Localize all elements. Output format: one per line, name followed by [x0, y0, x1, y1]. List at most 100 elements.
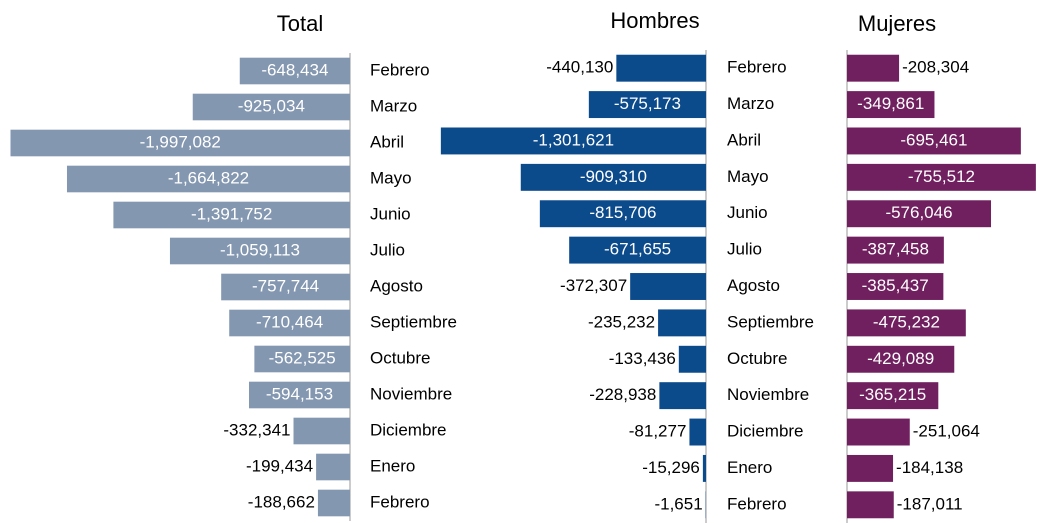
category-label: Septiembre — [370, 312, 457, 331]
bar — [847, 91, 935, 119]
bar — [221, 273, 350, 301]
value-label: -695,461 — [900, 130, 967, 149]
value-label: -387,458 — [862, 240, 929, 259]
category-label: Febrero — [370, 60, 430, 79]
value-label: -199,434 — [246, 456, 313, 475]
bar — [659, 382, 706, 410]
value-label: -385,437 — [862, 276, 929, 295]
category-label: Diciembre — [727, 422, 804, 441]
category-label: Noviembre — [727, 385, 809, 404]
bar — [847, 454, 894, 482]
bar — [192, 93, 350, 121]
bar — [847, 418, 910, 446]
category-label: Junio — [370, 204, 411, 223]
panel-title: Mujeres — [858, 11, 936, 36]
bar — [248, 381, 350, 409]
bar — [847, 491, 894, 519]
value-label: -429,089 — [867, 349, 934, 368]
bar — [616, 54, 706, 82]
value-label: -575,173 — [614, 94, 681, 113]
bar — [569, 236, 706, 264]
panel-title: Hombres — [610, 8, 699, 33]
bar — [702, 454, 706, 482]
bar — [113, 201, 350, 229]
category-label: Julio — [370, 240, 405, 259]
bar — [169, 237, 350, 265]
bar — [239, 57, 350, 85]
value-label: -251,064 — [913, 422, 980, 441]
category-label: Marzo — [727, 94, 774, 113]
category-label: Enero — [727, 458, 772, 477]
value-label: -909,310 — [580, 167, 647, 186]
bar — [66, 165, 351, 193]
value-label: -710,464 — [256, 312, 323, 331]
value-label: -187,011 — [897, 494, 963, 513]
bar — [588, 91, 706, 119]
category-label: Febrero — [370, 492, 430, 511]
category-label: Octubre — [370, 348, 430, 367]
value-label: -925,034 — [238, 96, 305, 115]
category-label: Marzo — [370, 96, 417, 115]
bar — [847, 236, 944, 264]
category-label: Abril — [727, 130, 761, 149]
value-label: -1,391,752 — [191, 204, 272, 223]
value-label: -372,307 — [560, 276, 627, 295]
value-label: -1,059,113 — [220, 240, 300, 259]
value-label: -332,341 — [223, 420, 290, 439]
category-label: Abril — [370, 132, 404, 151]
value-label: -671,655 — [604, 240, 671, 259]
value-label: -365,215 — [859, 385, 926, 404]
panel-title: Total — [277, 11, 323, 36]
value-label: -648,434 — [261, 60, 328, 79]
category-label: Diciembre — [370, 420, 447, 439]
value-label: -1,301,621 — [533, 130, 614, 149]
bar — [847, 200, 992, 228]
category-label: Mayo — [370, 168, 412, 187]
value-label: -1,664,822 — [168, 168, 249, 187]
bar — [847, 345, 955, 373]
value-label: -475,232 — [873, 312, 940, 331]
value-label: -562,525 — [269, 348, 336, 367]
category-label: Mayo — [727, 167, 769, 186]
value-label: -349,861 — [857, 94, 924, 113]
value-label: -594,153 — [266, 384, 333, 403]
bar — [847, 309, 966, 337]
value-label: -1,651 — [654, 494, 702, 513]
category-label: Septiembre — [727, 312, 814, 331]
category-label: Febrero — [727, 494, 787, 513]
category-label: Agosto — [727, 276, 780, 295]
value-label: -208,304 — [902, 58, 969, 77]
category-label: Julio — [727, 240, 762, 259]
value-label: -184,138 — [896, 458, 963, 477]
bar — [317, 489, 350, 517]
value-label: -576,046 — [885, 203, 952, 222]
bar — [847, 273, 944, 300]
value-label: -188,662 — [248, 492, 315, 511]
category-label: Enero — [370, 456, 415, 475]
bar — [658, 309, 706, 337]
bar — [847, 54, 900, 82]
category-label: Febrero — [727, 58, 787, 77]
bar — [440, 127, 706, 155]
value-label: -755,512 — [908, 167, 975, 186]
bar — [10, 129, 350, 157]
bar — [689, 418, 706, 446]
bar — [847, 127, 1021, 155]
category-label: Junio — [727, 203, 768, 222]
bar — [678, 345, 706, 373]
bar — [630, 273, 706, 300]
value-label: -15,296 — [642, 458, 700, 477]
value-label: -757,744 — [252, 276, 319, 295]
value-label: -133,436 — [609, 349, 676, 368]
value-label: -81,277 — [629, 422, 687, 441]
bar — [847, 382, 939, 410]
bar — [254, 345, 350, 373]
value-label: -1,997,082 — [140, 132, 221, 151]
value-label: -235,232 — [588, 312, 655, 331]
bar — [316, 453, 350, 481]
bar — [229, 309, 350, 337]
category-label: Agosto — [370, 276, 423, 295]
bar — [847, 163, 1036, 191]
value-label: -440,130 — [546, 58, 613, 77]
bar — [520, 163, 706, 191]
